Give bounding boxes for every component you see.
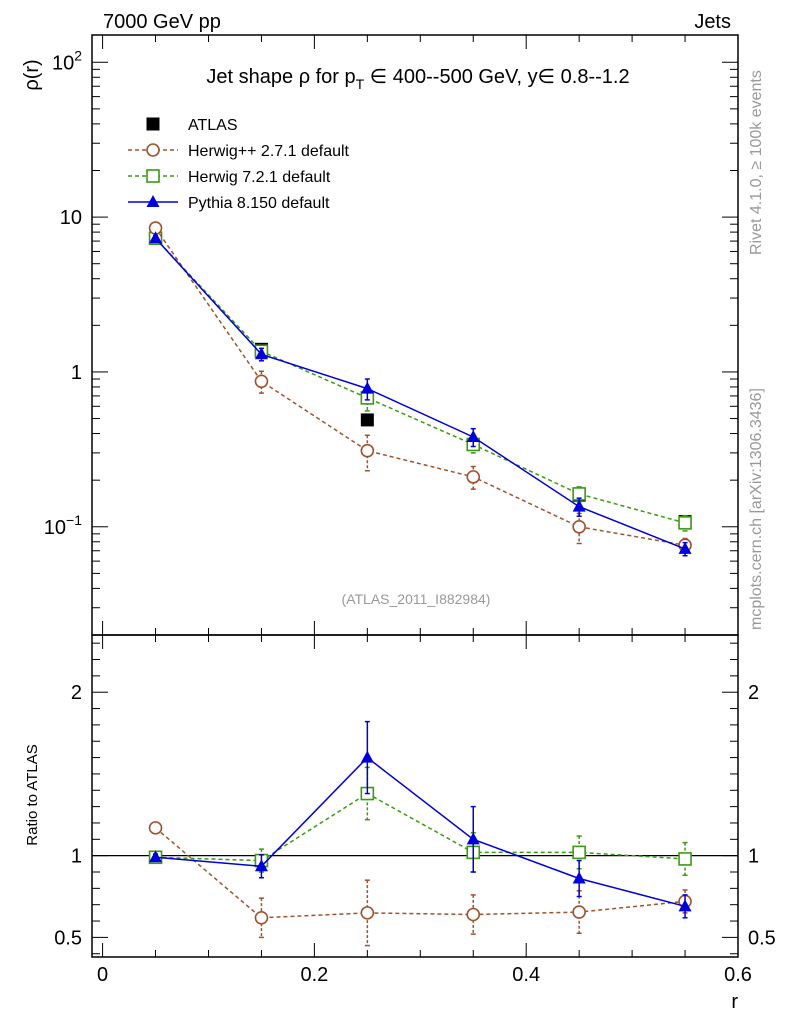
y-tick-label-ratio-left: 1 bbox=[71, 846, 82, 868]
atlas-point-main bbox=[360, 413, 374, 427]
y-tick-label-main: 10 bbox=[60, 207, 82, 229]
y-tick-label-base: 10 bbox=[60, 207, 82, 229]
legend-marker-pythia bbox=[146, 195, 160, 207]
herwig7-line-main bbox=[154, 237, 686, 524]
analysis-id-watermark: (ATLAS_2011_I882984) bbox=[342, 591, 491, 607]
x-tick-label: 0 bbox=[97, 964, 108, 986]
y-tick-label-main: 10−1 bbox=[44, 512, 82, 539]
herwig7-line-ratio bbox=[155, 792, 686, 862]
y-tick-label-exponent: −1 bbox=[66, 512, 82, 528]
y-tick-label-exponent: 2 bbox=[74, 47, 82, 63]
x-tick-label: 0.6 bbox=[724, 964, 752, 986]
legend-marker-herwigpp bbox=[146, 143, 160, 157]
legend-label-atlas: ATLAS bbox=[188, 117, 238, 134]
herwigpp-point-ratio bbox=[572, 905, 586, 919]
herwigpp-line-main bbox=[154, 227, 686, 546]
herwigpp-point-main bbox=[572, 519, 586, 534]
mcplots-label: mcplots.cern.ch [arXiv:1306.3436] bbox=[748, 388, 765, 630]
pythia-point-main bbox=[149, 231, 163, 244]
herwigpp-point-main bbox=[360, 443, 375, 458]
herwig7-point-ratio bbox=[572, 845, 586, 860]
pythia-point-main bbox=[254, 347, 268, 360]
herwigpp-point-ratio bbox=[466, 907, 481, 922]
ratio-panel-frame bbox=[91, 634, 739, 958]
pythia-point-main bbox=[360, 381, 374, 394]
pythia-point-ratio bbox=[466, 832, 480, 845]
herwigpp-point-ratio bbox=[360, 906, 375, 920]
y-tick-label-main: 102 bbox=[52, 47, 82, 74]
pythia-point-ratio bbox=[149, 850, 163, 863]
rivet-version-label: Rivet 4.1.0, ≥ 100k events bbox=[748, 70, 765, 255]
y-tick-label-ratio-right: 0.5 bbox=[748, 927, 776, 949]
y-tick-label-base: 10 bbox=[44, 517, 66, 539]
chart-title: Jet shape ρ for pT ∈ 400--500 GeV, y∈ 0.… bbox=[206, 66, 629, 92]
header-category-label: Jets bbox=[694, 11, 731, 33]
legend-marker-herwig7 bbox=[146, 169, 160, 183]
herwigpp-line-ratio bbox=[155, 827, 686, 919]
pythia-point-main bbox=[678, 541, 692, 554]
y-tick-label-ratio-left: 0.5 bbox=[54, 927, 82, 949]
legend-marker-atlas bbox=[146, 117, 160, 131]
ratio-y-axis-label: Ratio to ATLAS bbox=[24, 744, 41, 845]
legend-label-herwigpp: Herwig++ 2.7.1 default bbox=[188, 143, 350, 160]
herwig7-point-main bbox=[678, 516, 692, 530]
y-tick-label-base: 10 bbox=[52, 52, 74, 74]
pythia-point-main bbox=[466, 430, 480, 443]
chart-title-pre: Jet shape ρ for p bbox=[206, 66, 355, 88]
legend-label-herwig7: Herwig 7.2.1 default bbox=[188, 169, 331, 186]
x-axis-label: r bbox=[731, 991, 738, 1013]
legend-label-pythia: Pythia 8.150 default bbox=[188, 195, 330, 212]
pythia-point-ratio bbox=[572, 871, 586, 884]
x-tick-label: 0.4 bbox=[512, 964, 540, 986]
y-tick-label-base: 1 bbox=[71, 362, 82, 384]
chart-title-sub: T bbox=[356, 76, 365, 92]
pythia-point-main bbox=[572, 499, 586, 512]
herwigpp-point-ratio bbox=[254, 910, 269, 925]
pythia-point-ratio bbox=[254, 859, 268, 872]
herwigpp-point-main bbox=[254, 374, 269, 389]
herwigpp-point-ratio bbox=[148, 821, 163, 835]
data-series bbox=[92, 221, 738, 947]
y-tick-label-ratio-right: 1 bbox=[748, 846, 759, 868]
herwig7-point-ratio bbox=[678, 852, 692, 866]
pythia-line-main bbox=[154, 237, 686, 550]
y-tick-label-ratio-right: 2 bbox=[748, 682, 759, 704]
pythia-line-ratio bbox=[155, 756, 686, 908]
legend: ATLAS Herwig++ 2.7.1 default Herwig 7.2.1 … bbox=[128, 117, 350, 212]
x-tick-label: 0.2 bbox=[300, 964, 328, 986]
y-tick-label-main: 1 bbox=[71, 362, 82, 384]
pythia-point-ratio bbox=[360, 750, 374, 763]
header-energy-label: 7000 GeV pp bbox=[103, 11, 221, 33]
y-tick-label-ratio-left: 2 bbox=[71, 682, 82, 704]
herwigpp-point-main bbox=[466, 470, 481, 484]
top-y-axis-label: ρ(r) bbox=[21, 59, 43, 90]
chart-title-post: ∈ 400--500 GeV, y∈ 0.8--1.2 bbox=[364, 66, 629, 88]
pythia-point-ratio bbox=[678, 899, 692, 912]
